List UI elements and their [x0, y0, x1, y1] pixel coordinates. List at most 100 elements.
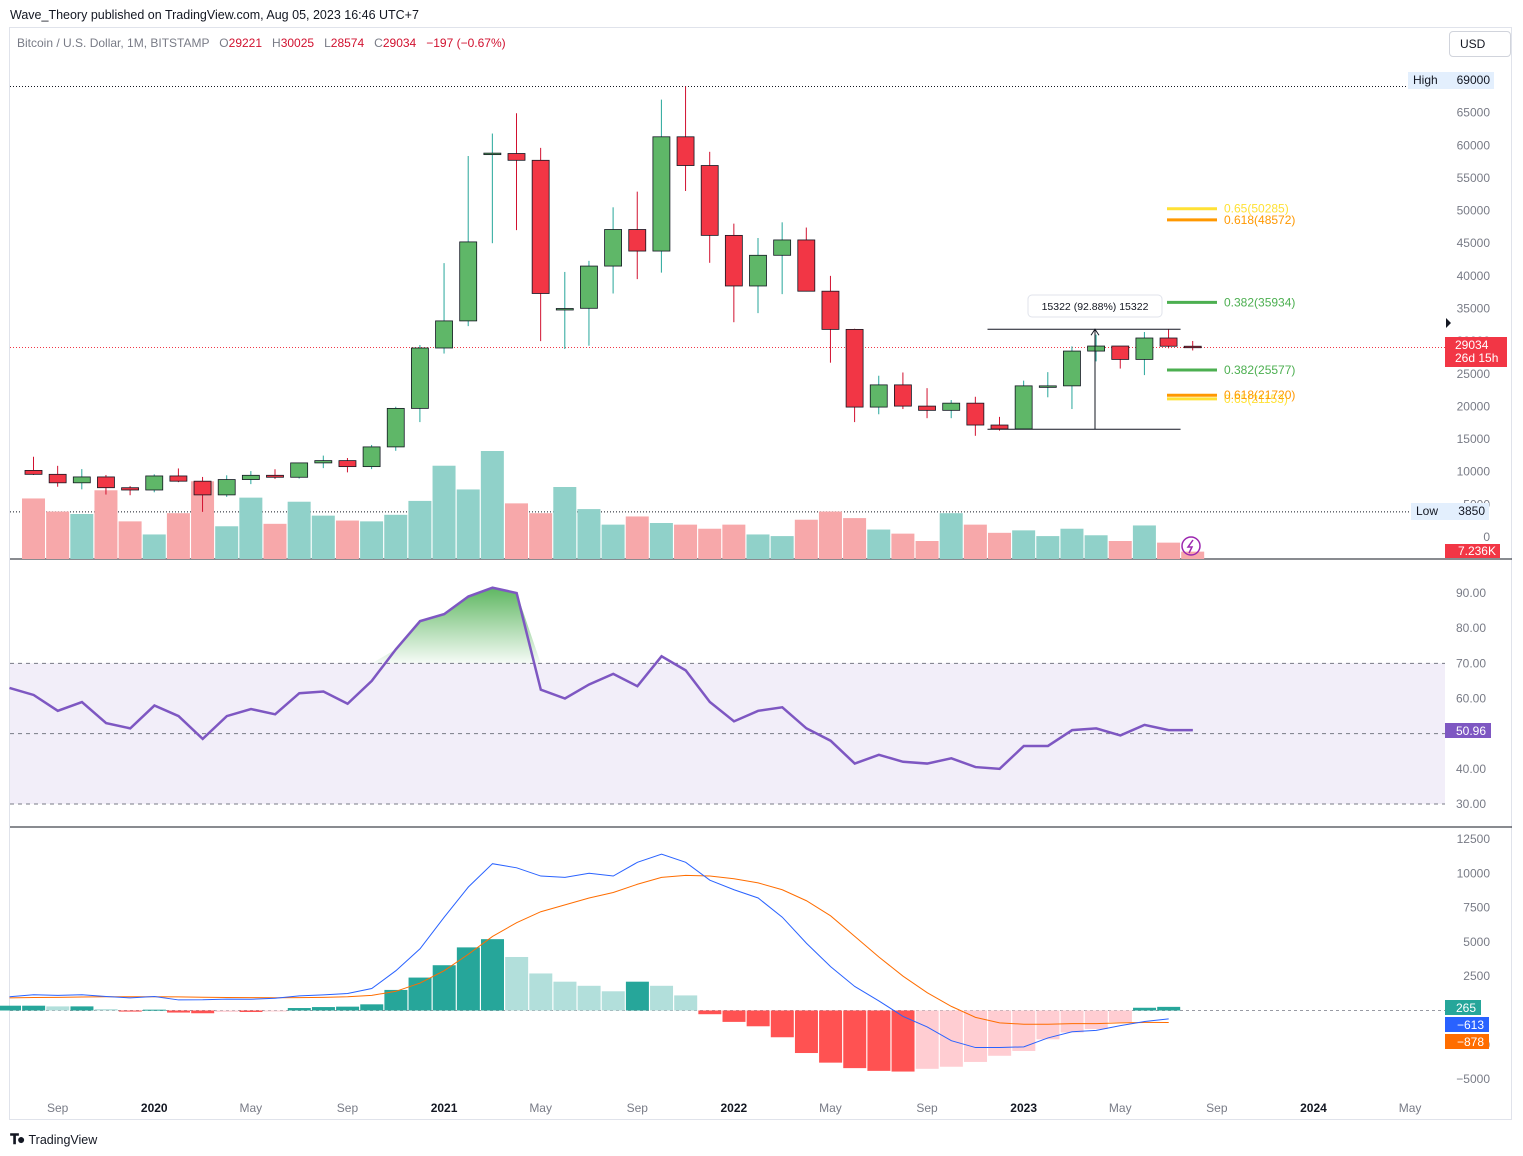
price-axis-tick: 35000	[1457, 302, 1491, 316]
fib-level-label: 0.65(21153)	[1224, 392, 1288, 406]
macd-histogram-bar	[70, 1006, 94, 1011]
volume-bar	[915, 541, 939, 559]
macd-axis-tick: 2500	[1463, 969, 1490, 983]
currency-button[interactable]: USD	[1449, 31, 1511, 57]
time-axis-tick: Sep	[47, 1101, 69, 1115]
volume-bar	[408, 500, 432, 559]
candle-body	[1087, 345, 1105, 352]
volume-bar	[1036, 536, 1060, 559]
macd-histogram-bar	[336, 1006, 360, 1011]
lightning-bolt-icon	[1186, 539, 1194, 554]
volume-bar	[1012, 530, 1036, 559]
candle-body	[652, 136, 671, 252]
candle-body	[338, 460, 357, 468]
price-axis-tick: 10000	[1457, 465, 1491, 479]
macd-histogram-bar	[529, 973, 553, 1011]
volume-bar	[891, 533, 915, 559]
candle-body	[821, 290, 840, 330]
volume-bar	[22, 498, 45, 559]
candle-body	[121, 487, 139, 491]
macd-axis-tick: 5000	[1463, 935, 1490, 949]
candle-body	[435, 320, 453, 349]
rsi-line	[9, 586, 1193, 771]
candle-body	[966, 402, 985, 426]
volume-bar	[867, 529, 891, 559]
macd-histogram-bar	[891, 1010, 915, 1072]
volume-bar	[746, 534, 770, 559]
fib-level-label: 0.382(25577)	[1224, 363, 1295, 377]
candle-body	[1135, 337, 1154, 360]
macd-histogram-bar	[1133, 1007, 1157, 1011]
candle-body	[797, 239, 816, 292]
candle-body	[1014, 385, 1033, 430]
symbol-legend: Bitcoin / U.S. Dollar, 1M, BITSTAMP O292…	[17, 36, 506, 50]
macd-histogram-bar	[167, 1010, 191, 1013]
fib-level-label: 0.382(35934)	[1224, 295, 1295, 309]
candle-body	[845, 328, 864, 408]
macd-histogram-bar	[215, 1010, 239, 1012]
volume-bar	[698, 528, 722, 559]
candle-body	[700, 165, 719, 236]
time-axis-tick: 2023	[1010, 1101, 1037, 1115]
signal-badge	[1445, 1034, 1489, 1049]
rsi-axis-tick: 70.00	[1456, 656, 1486, 670]
last-price-badge	[1445, 337, 1507, 367]
macd-axis-tick: 12500	[1457, 832, 1491, 846]
macd-histogram-bar	[625, 981, 649, 1011]
volume-bar	[480, 451, 504, 559]
time-axis-tick: 2020	[141, 1101, 168, 1115]
volume-bar	[432, 465, 456, 559]
macd-histogram-bar	[118, 1010, 142, 1012]
macd-histogram-bar	[601, 991, 625, 1011]
last-price-value: 29034	[1455, 338, 1489, 352]
footer-brand-text: TradingView	[28, 1132, 98, 1147]
volume-bar	[287, 501, 311, 559]
macd-axis-tick: 10000	[1457, 866, 1491, 880]
volume-bar	[601, 524, 625, 559]
volume-badge	[1445, 544, 1500, 558]
macd-histogram-bar	[456, 947, 480, 1011]
price-axis-tick: 50000	[1457, 204, 1491, 218]
rsi-axis-tick: 30.00	[1456, 797, 1486, 811]
macd-histogram-bar	[915, 1010, 939, 1069]
fib-level-label: 0.618(48572)	[1224, 213, 1295, 227]
candle-body	[410, 347, 429, 409]
macd-histogram-bar	[239, 1010, 263, 1013]
candle-body	[894, 384, 912, 407]
time-axis-tick: May	[1109, 1101, 1132, 1115]
price-axis-tick: 60000	[1457, 138, 1491, 152]
candle-body	[676, 136, 695, 166]
candle-body	[362, 446, 381, 468]
volume-bar	[335, 520, 359, 559]
volume-bar	[553, 487, 577, 559]
volume-bar	[1132, 525, 1156, 559]
candle-body	[1038, 385, 1057, 388]
macd-histogram-bar	[408, 977, 432, 1011]
macd-histogram-bar	[1036, 1010, 1060, 1040]
macd-histogram-bar	[964, 1010, 987, 1062]
macd-histogram-bar	[819, 1010, 843, 1063]
time-axis-tick: 2021	[431, 1101, 458, 1115]
macd-histogram-bar	[698, 1010, 722, 1015]
volume-bar	[360, 521, 384, 559]
macd-histogram-bar	[1108, 1010, 1132, 1023]
macd-histogram-bar	[939, 1010, 963, 1067]
measure-arrow-icon	[1090, 328, 1100, 336]
macd-histogram-bar	[432, 965, 456, 1011]
candle-body	[145, 475, 164, 491]
volume-bar	[794, 519, 818, 559]
time-axis-tick: Sep	[1206, 1101, 1228, 1115]
macd-histogram-bar	[287, 1008, 311, 1011]
candle-body	[580, 265, 598, 309]
candle-body	[169, 475, 188, 482]
volume-bar	[1157, 542, 1181, 559]
publisher-line: Wave_Theory published on TradingView.com…	[10, 8, 419, 22]
price-axis-tick: 45000	[1457, 236, 1491, 250]
volume-bar	[674, 524, 698, 559]
volume-bar	[311, 515, 335, 559]
price-axis-tick: 20000	[1457, 399, 1491, 413]
volume-bar	[722, 524, 746, 559]
candle-body	[531, 159, 550, 294]
candle-body	[24, 470, 43, 475]
